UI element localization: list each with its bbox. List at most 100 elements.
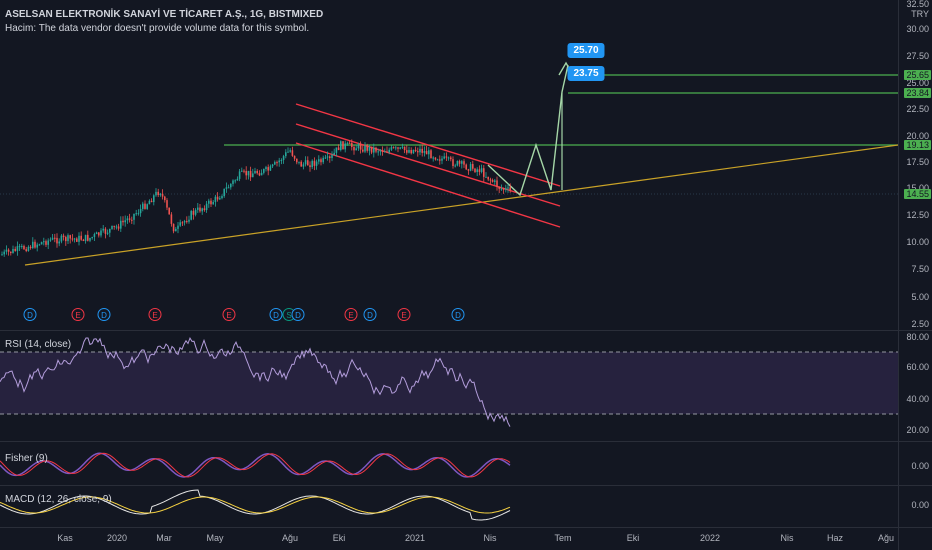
candle-body (254, 170, 256, 174)
candle-body (439, 159, 441, 161)
candle-body (267, 167, 269, 171)
candle-body (236, 178, 239, 181)
candle-body (293, 155, 296, 159)
candle-body (428, 150, 430, 155)
candle-body (214, 196, 217, 202)
candle-body (282, 156, 285, 160)
candle-body (225, 187, 228, 189)
candle-body (227, 187, 230, 189)
candle-body (401, 146, 404, 148)
candle-body (318, 159, 320, 162)
candle-body (397, 147, 399, 149)
pane-separator[interactable] (0, 485, 932, 486)
target-bubble[interactable]: 25.70 (567, 43, 605, 58)
event-marker[interactable]: D (363, 308, 377, 321)
event-marker[interactable]: D (23, 308, 37, 321)
candle-body (232, 180, 234, 184)
candle-body (359, 144, 362, 150)
price-axis[interactable]: TRY 32.50 30.00 27.50 25.00 22.50 20.00 … (898, 0, 932, 330)
candle-body (49, 239, 52, 241)
pane-separator[interactable] (0, 330, 932, 331)
candle-body (280, 159, 283, 161)
event-marker[interactable]: E (71, 308, 85, 321)
candle-body (115, 226, 118, 228)
candle-body (84, 234, 87, 241)
candle-body (410, 150, 412, 154)
candle-body (423, 150, 426, 153)
candle-body (89, 237, 91, 241)
candle-body (351, 142, 353, 147)
time-label: Nis (780, 533, 794, 543)
candle-body (181, 222, 184, 224)
rsi-line (0, 336, 511, 427)
event-marker[interactable]: D (97, 308, 111, 321)
candle-body (307, 160, 309, 166)
uptrend-line (24, 144, 899, 266)
candle-body (276, 162, 278, 164)
axis-tick: 0.00 (911, 500, 929, 510)
candle-body (496, 180, 498, 187)
candle-body (375, 147, 377, 152)
candle-body (245, 171, 247, 176)
candle-body (7, 249, 10, 252)
axis-tick: 5.00 (911, 292, 929, 302)
event-marker[interactable]: E (397, 308, 411, 321)
candle-body (430, 150, 432, 159)
time-label: 2022 (699, 533, 721, 543)
event-marker[interactable]: E (148, 308, 162, 321)
pane-separator[interactable] (0, 441, 932, 442)
candle-body (377, 151, 379, 153)
candle-body (366, 145, 368, 151)
fisher-title[interactable]: Fisher (9) (5, 453, 48, 464)
fisher-axis[interactable]: 0.00 (898, 441, 932, 485)
candle-body (29, 246, 32, 249)
axis-tick: 2.50 (911, 319, 929, 329)
candle-body (128, 218, 131, 220)
candle-body (117, 226, 120, 229)
candle-body (124, 220, 126, 223)
axis-tick: 10.00 (906, 237, 929, 247)
candle-body (289, 150, 291, 152)
candle-body (258, 173, 261, 176)
candle-body (93, 234, 96, 238)
candle-body (164, 196, 166, 201)
candle-body (139, 208, 142, 214)
candle-body (252, 173, 254, 178)
candle-body (509, 187, 511, 191)
candle-body (425, 150, 428, 155)
target-bubble[interactable]: 23.75 (567, 66, 605, 81)
candle-body (216, 196, 219, 200)
axis-tick: 25.00 (906, 78, 929, 88)
candle-body (412, 149, 415, 154)
candle-body (386, 151, 388, 153)
event-marker[interactable]: E (344, 308, 358, 321)
candle-body (296, 158, 298, 163)
candle-body (269, 166, 272, 171)
time-label: Mar (156, 533, 172, 543)
event-marker[interactable]: D (269, 308, 283, 321)
candle-body (300, 161, 302, 167)
event-marker[interactable]: D (291, 308, 305, 321)
price-tag: 23.84 (904, 88, 931, 98)
macd-axis[interactable]: 0.00 (898, 485, 932, 527)
candle-body (320, 159, 322, 163)
candle-body (406, 150, 408, 153)
candle-body (170, 214, 173, 224)
rsi-title[interactable]: RSI (14, close) (5, 339, 72, 350)
axis-tick: 27.50 (906, 51, 929, 61)
candle-body (1, 254, 3, 256)
candle-body (126, 218, 129, 221)
candle-body (489, 179, 492, 181)
candle-body (219, 198, 221, 200)
candle-body (32, 241, 34, 249)
macd-title[interactable]: MACD (12, 26, close, 9) (5, 494, 112, 505)
candle-body (274, 162, 276, 165)
candle-body (441, 158, 443, 161)
event-marker[interactable]: E (222, 308, 236, 321)
candle-body (142, 203, 144, 209)
rsi-band (0, 352, 898, 414)
rsi-axis[interactable]: 80.00 60.00 40.00 20.00 (898, 330, 932, 441)
candle-body (144, 203, 146, 209)
event-marker[interactable]: D (451, 308, 465, 321)
